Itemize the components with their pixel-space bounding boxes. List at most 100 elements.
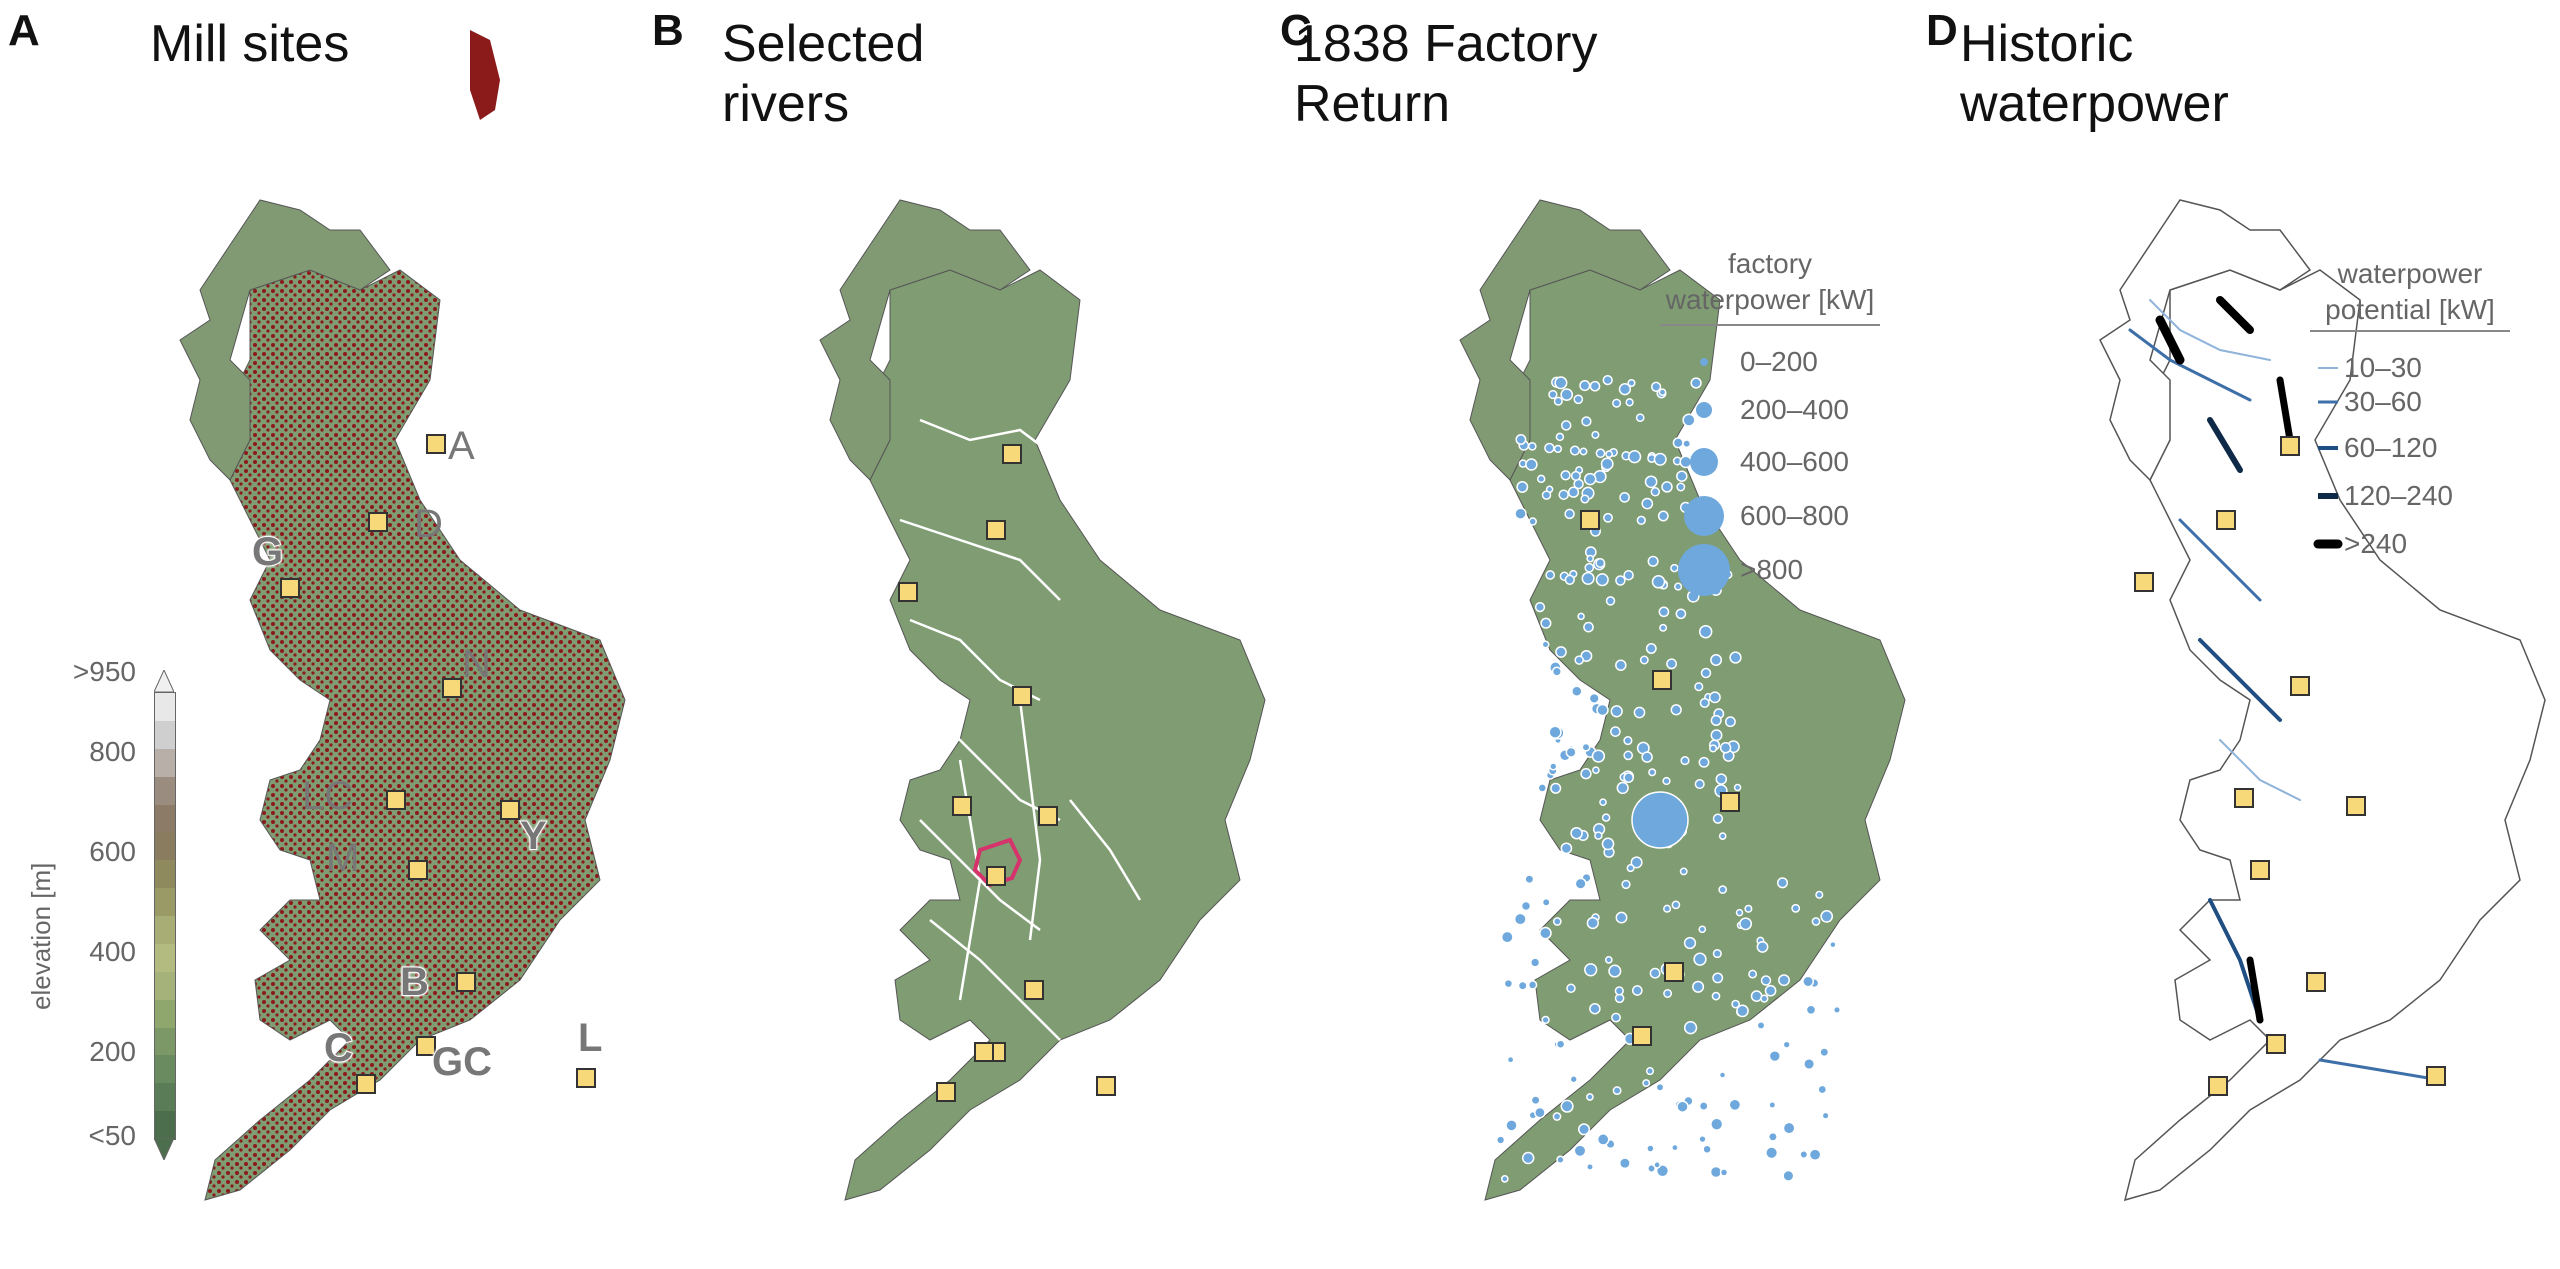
factory-dot (1729, 651, 1742, 664)
factory-dot (1574, 655, 1584, 665)
colorbar-segment (155, 1083, 175, 1112)
factory-dot (1571, 685, 1583, 697)
factory-dot (1599, 798, 1607, 807)
colorbar-segment (155, 832, 175, 861)
factory-dot (1595, 448, 1606, 459)
factory-dot (1603, 512, 1613, 523)
factory-dot (1555, 646, 1567, 658)
site-marker (576, 1068, 596, 1088)
colorbar-segment (155, 971, 175, 1001)
factory-dot (1832, 1005, 1842, 1014)
panel-a: A Mill sites >950 800 600 400 200 <50 el… (0, 0, 640, 1269)
factory-dot (1782, 1121, 1796, 1135)
factory-dot (1802, 975, 1815, 988)
factory-dot (1548, 725, 1562, 739)
colorbar-segment (155, 916, 175, 945)
factory-dot (1702, 1144, 1712, 1155)
factory-dot (1791, 903, 1801, 913)
factory-dot (1829, 940, 1837, 949)
factory-dot (1608, 964, 1622, 978)
site-marker (280, 578, 300, 598)
site-marker (1012, 686, 1032, 706)
factory-dot (1550, 782, 1562, 794)
factory-dot (1541, 490, 1552, 500)
site-marker (2426, 1066, 2446, 1086)
site-label-c: C (323, 1025, 354, 1071)
factory-dots (1495, 374, 1842, 1183)
factory-dot (1515, 434, 1527, 445)
factory-dot (1612, 1086, 1622, 1096)
factory-dot (1663, 989, 1673, 998)
site-marker (1096, 1076, 1116, 1096)
factory-dot (1650, 487, 1661, 497)
factory-dot (1626, 864, 1635, 873)
factory-dot (1623, 750, 1634, 761)
factory-dot (1650, 381, 1662, 392)
panel-title: Selected rivers (722, 15, 925, 133)
factory-dot (1615, 575, 1626, 586)
factory-dot (1527, 980, 1538, 990)
factory-dot (1642, 1079, 1651, 1088)
factory-dot (1592, 766, 1600, 775)
factory-dot (1500, 1175, 1509, 1183)
legend-d-label: >240 (2344, 528, 2408, 559)
site-marker (456, 972, 476, 992)
factory-dot (1646, 1144, 1655, 1153)
factory-dot (1525, 458, 1538, 471)
factory-dot (1694, 779, 1705, 790)
highlighted-catchment (972, 837, 1023, 888)
factory-dot (1776, 877, 1789, 889)
factory-dot (1680, 756, 1690, 766)
site-marker (500, 800, 520, 820)
factory-dot (1647, 555, 1659, 567)
colorbar-segment (155, 776, 175, 805)
factory-dot (1541, 1015, 1550, 1025)
factory-dot (1579, 447, 1588, 456)
factory-dot (1710, 714, 1722, 726)
site-label-a: A (448, 424, 475, 468)
factory-dot (1708, 691, 1721, 704)
site-marker (1632, 1026, 1652, 1046)
factory-dot (1527, 441, 1537, 451)
factory-dot (1760, 975, 1772, 986)
factory-dot (1570, 826, 1583, 840)
factory-dot (1573, 1144, 1587, 1158)
factory-dot (1636, 515, 1646, 525)
factory-dot (1756, 940, 1769, 953)
site-marker (2234, 788, 2254, 808)
factory-dot (1623, 736, 1633, 746)
factory-dot (1500, 930, 1514, 944)
factory-dot (1541, 897, 1551, 907)
factory-dot (1661, 481, 1673, 493)
factory-dot (1604, 956, 1613, 964)
factory-dot (1623, 772, 1634, 783)
factory-dot (1808, 1148, 1822, 1162)
factory-dot (1534, 601, 1546, 613)
factory-dot (1799, 1150, 1809, 1159)
factory-dot (1623, 569, 1634, 581)
legend-c-label: 400–600 (1740, 446, 1850, 477)
factory-dot (1675, 608, 1687, 620)
legend-d-label: 30–60 (2344, 386, 2422, 417)
colorbar-segment (155, 860, 175, 889)
legend-dot-3 (1684, 496, 1724, 536)
site-label-l: L (577, 1015, 603, 1061)
factory-dot (1682, 439, 1692, 449)
factory-dot (1536, 474, 1546, 484)
colorbar-segment (155, 693, 175, 722)
factory-dot (1662, 776, 1671, 786)
site-marker (1024, 980, 1044, 1000)
legend-c-label: 600–800 (1740, 500, 1850, 531)
factory-dot (1736, 1004, 1749, 1018)
factory-dot (1690, 377, 1702, 389)
site-marker (356, 1074, 376, 1094)
panel-b: B Selected rivers (640, 0, 1280, 1269)
site-marker (386, 790, 406, 810)
factory-dot (1674, 582, 1683, 591)
legend-d-symbols (2313, 367, 2343, 549)
factory-dot (1566, 983, 1576, 994)
factory-dot (1537, 783, 1548, 793)
factory-dot (1760, 994, 1769, 1003)
factory-dot (1586, 916, 1599, 930)
factory-dot (1645, 1067, 1655, 1076)
